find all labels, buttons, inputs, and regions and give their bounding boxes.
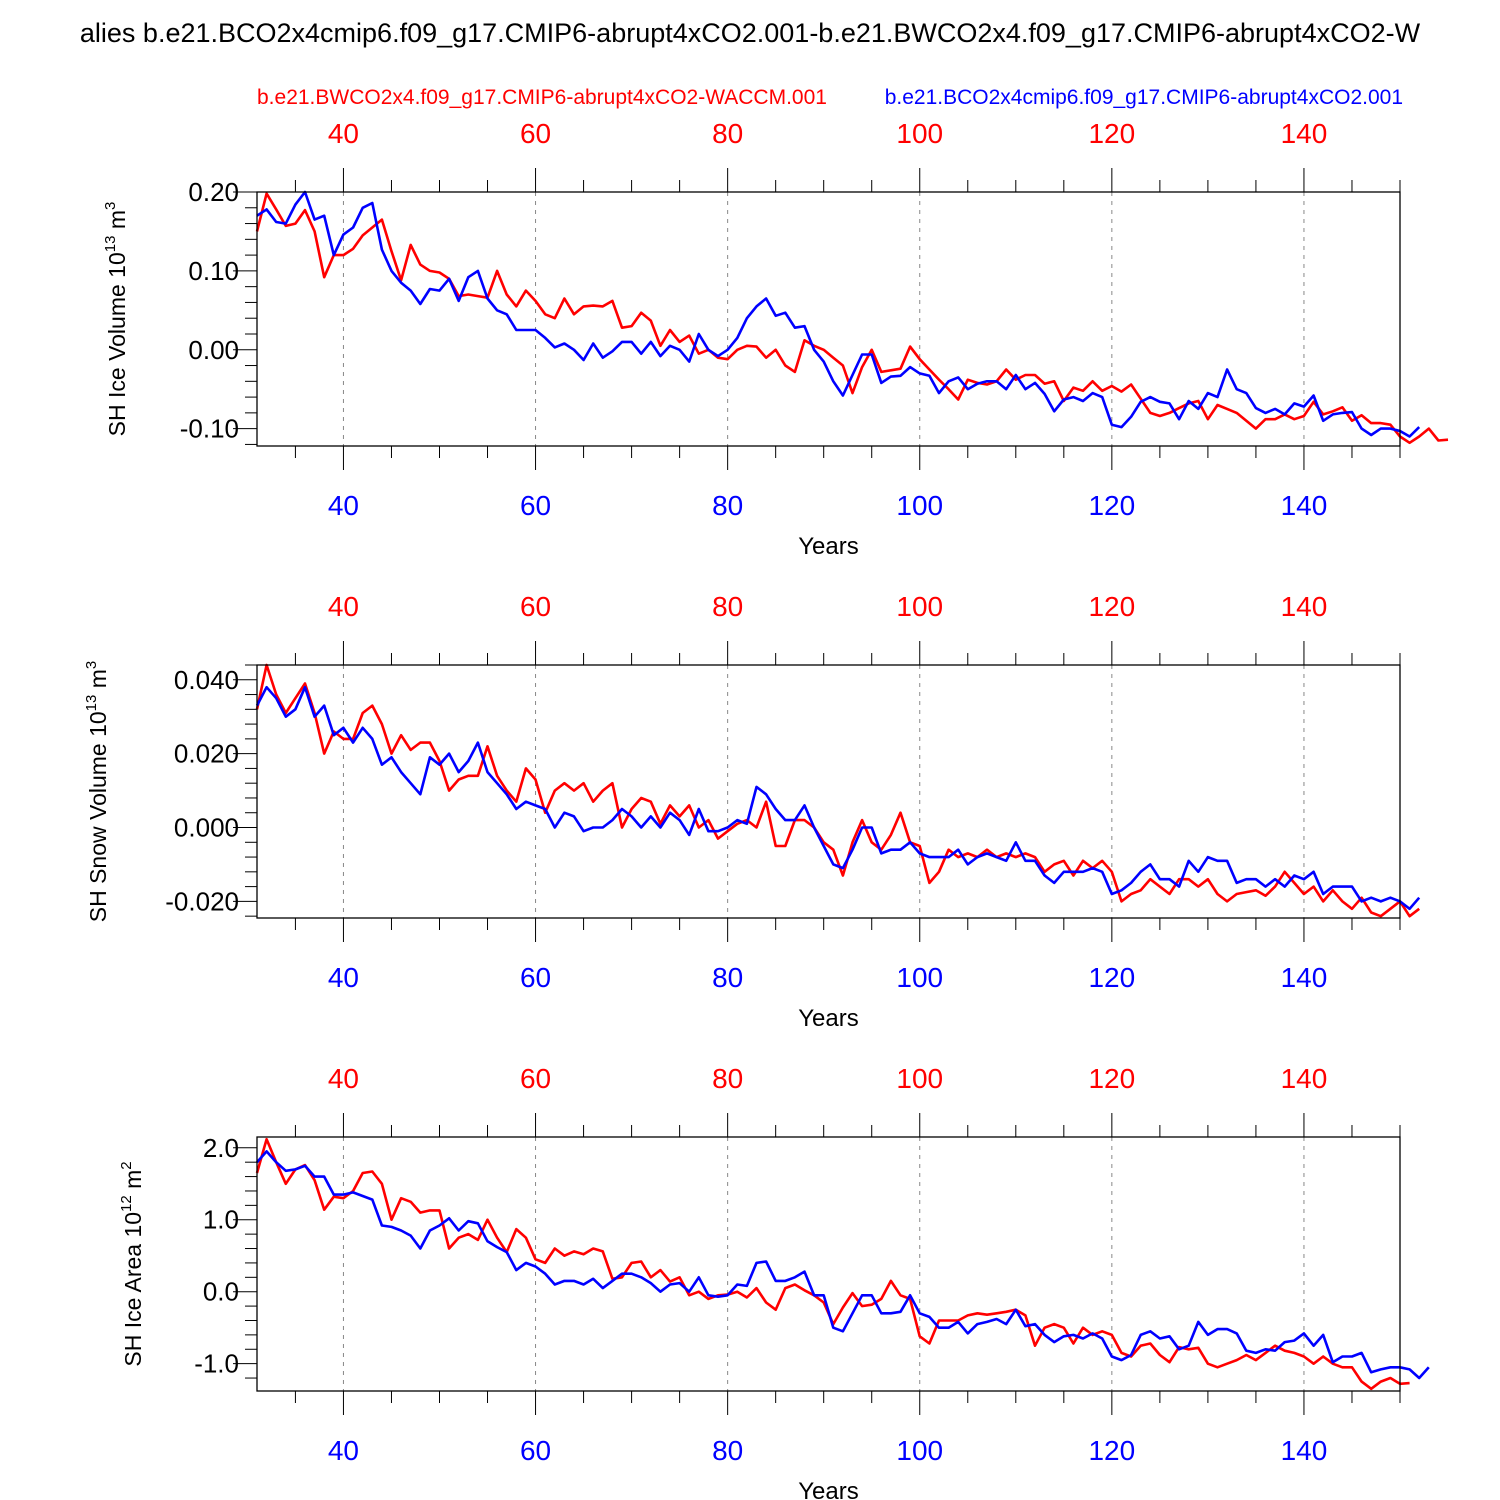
x-bottom-tick-label: 140: [1281, 490, 1328, 521]
x-bottom-tick-label: 60: [520, 490, 551, 521]
legend-blue-label: b.e21.BCO2x4cmip6.f09_g17.CMIP6-abrupt4x…: [885, 86, 1403, 109]
y-axis-label-exponent: 13: [102, 236, 119, 253]
x-bottom-tick-label: 60: [520, 962, 551, 993]
x-top-tick-label: 60: [520, 118, 551, 149]
y-tick-label: 0.0: [203, 1277, 239, 1307]
x-bottom-tick-label: 140: [1281, 1435, 1328, 1466]
x-top-tick-label: 40: [328, 118, 359, 149]
page-title: alies b.e21.BCO2x4cmip6.f09_g17.CMIP6-ab…: [80, 18, 1421, 48]
x-top-tick-label: 140: [1281, 1063, 1328, 1094]
y-axis-label-unit: m: [120, 1170, 146, 1196]
x-bottom-tick-label: 140: [1281, 962, 1328, 993]
y-axis-label-text: SH Ice Volume 10: [104, 252, 130, 436]
y-tick-label: -0.020: [165, 886, 239, 916]
y-axis-label-unit: m: [85, 669, 111, 695]
y-tick-label: 0.00: [188, 335, 239, 365]
y-tick-label: 2.0: [203, 1133, 239, 1163]
x-bottom-tick-label: 100: [896, 962, 943, 993]
x-bottom-tick-label: 120: [1088, 962, 1135, 993]
y-axis-label: SH Ice Area 1012 m2: [118, 1161, 146, 1366]
y-axis-label: SH Snow Volume 1013 m3: [83, 661, 111, 923]
x-bottom-tick-label: 120: [1088, 1435, 1135, 1466]
y-tick-label: -1.0: [194, 1349, 239, 1379]
x-top-tick-label: 40: [328, 591, 359, 622]
x-bottom-tick-label: 100: [896, 1435, 943, 1466]
series-line-blue: [256, 1150, 1430, 1380]
x-top-tick-label: 100: [896, 118, 943, 149]
x-axis-label: Years: [798, 533, 859, 560]
x-bottom-tick-label: 120: [1088, 490, 1135, 521]
series-line-red: [255, 663, 1420, 918]
y-tick-label: 0.020: [174, 739, 239, 769]
x-top-tick-label: 140: [1281, 591, 1328, 622]
y-tick-label: 0.10: [188, 256, 239, 286]
y-tick-label: 1.0: [203, 1205, 239, 1235]
x-top-tick-label: 100: [896, 591, 943, 622]
plot-frame: [256, 664, 1401, 919]
y-tick-label: 0.20: [188, 177, 239, 207]
x-top-tick-label: 120: [1088, 591, 1135, 622]
x-bottom-tick-label: 60: [520, 1435, 551, 1466]
x-top-tick-label: 60: [520, 1063, 551, 1094]
y-axis-label-text: SH Snow Volume 10: [85, 711, 111, 922]
y-tick-label: -0.10: [180, 414, 239, 444]
x-bottom-tick-label: 80: [712, 490, 743, 521]
x-top-tick-label: 60: [520, 591, 551, 622]
x-axis-label: Years: [798, 1478, 859, 1500]
y-axis-label-unit: m: [104, 210, 130, 236]
y-tick-label: 0.040: [174, 665, 239, 695]
x-top-tick-label: 140: [1281, 118, 1328, 149]
x-top-tick-label: 100: [896, 1063, 943, 1094]
y-axis-label-unit-exponent: 2: [118, 1161, 135, 1169]
chart-panel-1: 0.20 0.10 0.00 -0.10 40 40 60 60 80 80 100 100 120 12…: [102, 118, 1449, 560]
x-bottom-tick-label: 100: [896, 490, 943, 521]
x-top-tick-label: 120: [1088, 118, 1135, 149]
y-axis-label-unit-exponent: 3: [83, 661, 100, 669]
chart-panel-2: 0.040 0.020 0.000 -0.020 40 40 60 60 80 80 100 100 1…: [83, 591, 1421, 1032]
series-line-red: [255, 1137, 1410, 1391]
x-bottom-tick-label: 80: [712, 962, 743, 993]
series-line-blue: [256, 190, 1421, 438]
y-axis-label-exponent: 12: [118, 1195, 135, 1212]
plot-frame: [256, 1136, 1401, 1392]
series-line-blue: [255, 685, 1421, 911]
y-axis-label: SH Ice Volume 1013 m3: [102, 202, 130, 437]
x-top-tick-label: 120: [1088, 1063, 1135, 1094]
chart-panel-3: 2.0 1.0 0.0 -1.0 40 40 60 60 80 80 100 100 120 120 140…: [118, 1063, 1430, 1500]
x-bottom-tick-label: 40: [328, 1435, 359, 1466]
legend-red-label: b.e21.BWCO2x4.f09_g17.CMIP6-abrupt4xCO2-…: [257, 86, 827, 109]
x-axis-label: Years: [798, 1005, 859, 1032]
y-tick-label: 0.000: [174, 813, 239, 843]
y-axis-label-exponent: 13: [83, 695, 100, 712]
series-line-red: [255, 192, 1449, 445]
chart-panels: 0.20 0.10 0.00 -0.10 40 40 60 60 80 80 100 100 120 12…: [83, 118, 1449, 1500]
x-bottom-tick-label: 80: [712, 1435, 743, 1466]
x-top-tick-label: 80: [712, 1063, 743, 1094]
x-bottom-tick-label: 40: [328, 962, 359, 993]
plot-frame: [256, 191, 1401, 447]
x-top-tick-label: 80: [712, 118, 743, 149]
x-bottom-tick-label: 40: [328, 490, 359, 521]
y-axis-label-text: SH Ice Area 10: [120, 1212, 146, 1367]
y-axis-label-unit-exponent: 3: [102, 202, 119, 210]
x-top-tick-label: 40: [328, 1063, 359, 1094]
x-top-tick-label: 80: [712, 591, 743, 622]
